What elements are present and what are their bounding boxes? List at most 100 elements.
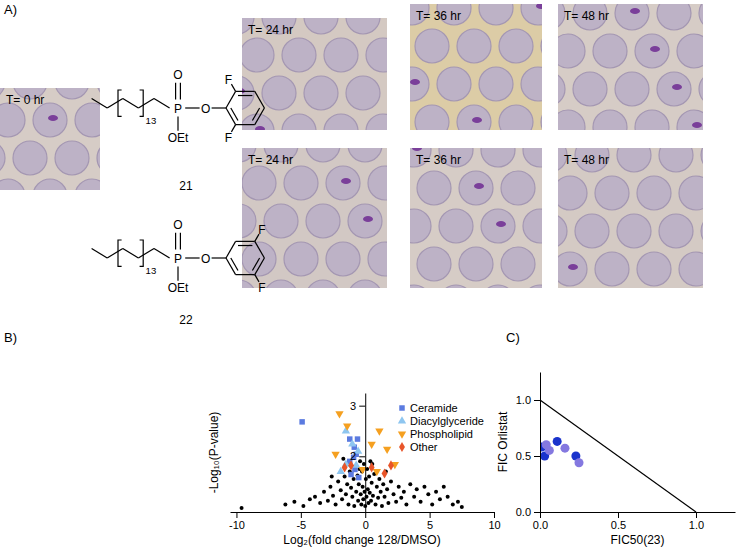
micrograph-background	[410, 148, 542, 288]
atom-label: O	[201, 102, 210, 116]
bond	[175, 83, 176, 100]
tick-label: 0.0	[533, 519, 548, 531]
time-label: T= 36 hr	[416, 9, 461, 23]
red-blood-cell	[595, 176, 629, 210]
bond	[212, 107, 226, 108]
bond	[252, 108, 259, 120]
tick-label: 5	[427, 519, 433, 531]
bond	[226, 91, 236, 108]
point	[366, 487, 370, 491]
tick-label: 1.0	[689, 519, 704, 531]
compound-number: 21	[179, 179, 193, 193]
point	[404, 502, 408, 506]
red-blood-cell	[479, 4, 513, 25]
red-blood-cell	[699, 4, 703, 30]
red-blood-cell	[368, 242, 387, 276]
red-blood-cell	[366, 114, 387, 130]
bond	[154, 248, 170, 258]
micrograph-background	[0, 88, 100, 190]
bond	[255, 241, 265, 258]
tick-label: 3	[350, 400, 356, 412]
red-blood-cell	[242, 38, 274, 72]
red-blood-cell	[501, 171, 535, 205]
point	[402, 490, 406, 494]
point	[346, 502, 350, 506]
point	[359, 502, 363, 506]
point	[356, 475, 361, 480]
point	[446, 495, 450, 499]
parasite	[255, 126, 265, 130]
red-blood-cell	[677, 110, 703, 130]
red-blood-cell	[499, 105, 533, 130]
bond	[107, 98, 123, 108]
point	[342, 462, 348, 472]
point	[379, 490, 383, 494]
point	[352, 504, 356, 508]
micrograph-background	[242, 148, 387, 288]
panel-label: A)	[4, 2, 17, 17]
point	[399, 496, 403, 500]
tick-label: 2	[350, 450, 356, 462]
tick-label: 1.0	[516, 394, 531, 406]
atom-label: F	[258, 223, 265, 237]
point	[380, 504, 384, 508]
red-blood-cell	[242, 114, 274, 130]
panel-label: B)	[4, 330, 17, 345]
red-blood-cell	[679, 252, 703, 286]
tick-mark	[359, 406, 365, 407]
bond	[238, 245, 252, 246]
point	[348, 439, 356, 446]
cells	[558, 4, 703, 130]
cells	[410, 4, 542, 130]
point	[341, 457, 345, 461]
bond	[238, 95, 252, 96]
point	[408, 482, 412, 486]
bond	[236, 241, 255, 242]
tick-mark	[236, 512, 237, 518]
bond	[185, 107, 199, 108]
point	[357, 482, 361, 486]
atom-label: OEt	[168, 281, 189, 295]
red-blood-cell	[75, 103, 100, 137]
red-blood-cell	[348, 148, 382, 162]
point	[392, 492, 396, 496]
point	[313, 495, 317, 499]
point	[375, 485, 379, 489]
red-blood-cell	[701, 148, 703, 172]
point	[331, 494, 335, 498]
bond	[226, 241, 236, 258]
atom-label: O	[173, 218, 182, 232]
repeat-bracket	[118, 90, 122, 116]
red-blood-cell	[262, 76, 296, 110]
red-blood-cell	[242, 242, 276, 276]
point	[385, 487, 389, 491]
red-blood-cell	[346, 18, 380, 34]
parasite	[672, 84, 682, 90]
axis-line	[365, 394, 366, 513]
parasite	[650, 46, 660, 52]
point	[350, 495, 354, 499]
red-blood-cell	[701, 214, 703, 248]
tick: 5	[427, 512, 433, 531]
red-blood-cell	[677, 34, 703, 68]
red-blood-cell	[97, 141, 100, 175]
time-label: T= 48 hr	[564, 153, 609, 167]
red-blood-cell	[0, 141, 5, 175]
tick-label: 0.5	[611, 519, 626, 531]
point	[369, 462, 375, 472]
point	[331, 452, 339, 459]
red-blood-cell	[459, 247, 493, 281]
point	[339, 488, 343, 492]
point	[328, 485, 332, 489]
axis-line	[540, 373, 541, 513]
axis-line	[541, 512, 736, 513]
tick: -10	[229, 512, 245, 531]
red-blood-cell	[617, 148, 651, 172]
tick-mark	[365, 512, 366, 518]
red-blood-cell	[558, 34, 585, 68]
micrograph: T= 48 hr	[533, 138, 735, 324]
red-blood-cell	[558, 252, 587, 286]
point	[301, 504, 305, 508]
point	[394, 500, 398, 504]
point	[336, 480, 340, 484]
